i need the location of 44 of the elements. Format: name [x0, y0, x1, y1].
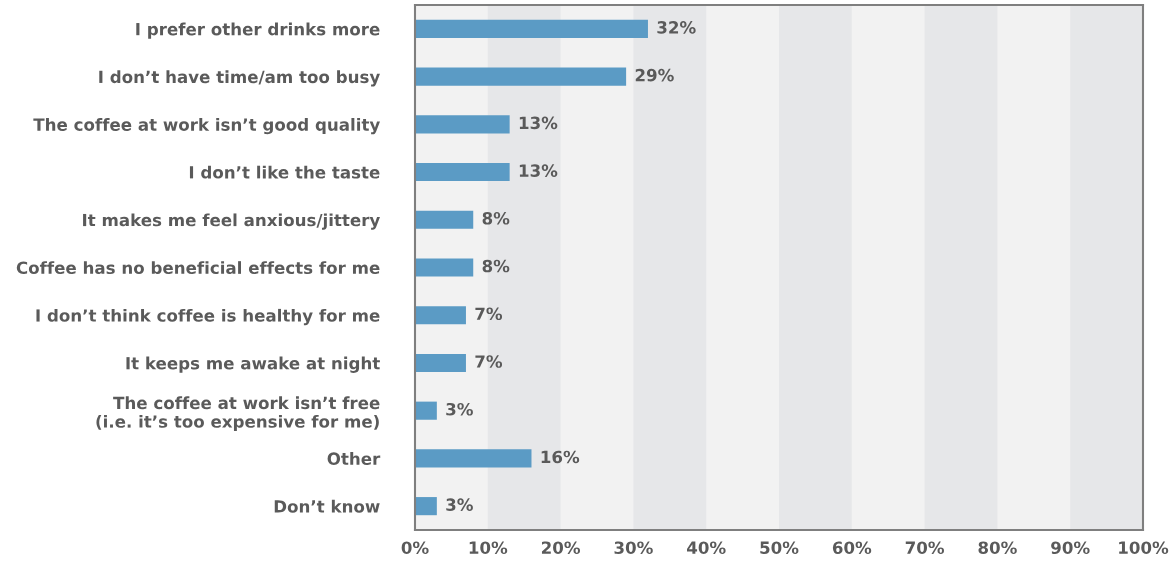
- bar: [415, 19, 648, 38]
- y-tick-label: I prefer other drinks more: [136, 22, 380, 39]
- bar: [415, 162, 510, 182]
- y-tick-label: Other: [327, 452, 381, 465]
- bar: [415, 401, 437, 420]
- x-tick-label: 90%: [1051, 541, 1090, 555]
- data-label: 29%: [635, 68, 674, 82]
- x-tick-label: 40%: [687, 541, 726, 555]
- data-label: 3%: [446, 402, 473, 416]
- bar: [415, 115, 510, 134]
- x-tick-label: 50%: [760, 541, 799, 555]
- y-tick-label: I don’t think coffee is healthy for me: [36, 308, 380, 326]
- y-tick-label: The coffee at work isn’t good quality: [33, 117, 380, 135]
- y-tick-label: It makes me feel anxious/jittery: [83, 213, 380, 230]
- bar: [415, 306, 466, 325]
- data-label: 16%: [541, 450, 580, 464]
- bar: [415, 449, 532, 468]
- data-label: 7%: [475, 355, 503, 368]
- y-tick-label: I don’t like the taste: [189, 165, 380, 179]
- x-tick-label: 0%: [401, 541, 429, 555]
- data-label: 32%: [657, 21, 696, 34]
- y-tick-label: Coffee has no beneficial effects for me: [16, 261, 380, 275]
- x-tick-label: 30%: [614, 541, 653, 555]
- y-tick-label: Don’t know: [274, 499, 380, 513]
- data-label: 3%: [446, 498, 473, 511]
- x-tick-label: 80%: [978, 541, 1017, 555]
- data-label: 8%: [482, 259, 510, 273]
- data-label: 13%: [519, 164, 558, 177]
- y-tick-label: I don’t have time/am too busy: [99, 70, 380, 87]
- x-tick-label: 70%: [905, 541, 945, 555]
- data-label: 13%: [519, 116, 558, 130]
- bar: [415, 353, 466, 373]
- data-label: 8%: [482, 212, 510, 225]
- x-tick-label: 60%: [832, 541, 872, 555]
- bar: [415, 497, 437, 516]
- x-tick-label: 100%: [1119, 541, 1169, 555]
- bar: [415, 210, 474, 229]
- bar: [415, 258, 474, 277]
- y-tick-label: It keeps me awake at night: [126, 356, 380, 373]
- x-tick-label: 10%: [469, 541, 508, 555]
- y-tick-label: The coffee at work isn’t free (i.e. it’s too expensive for me): [96, 396, 380, 432]
- data-label: 7%: [475, 307, 503, 321]
- bar: [415, 67, 627, 86]
- x-tick-label: 20%: [541, 541, 581, 555]
